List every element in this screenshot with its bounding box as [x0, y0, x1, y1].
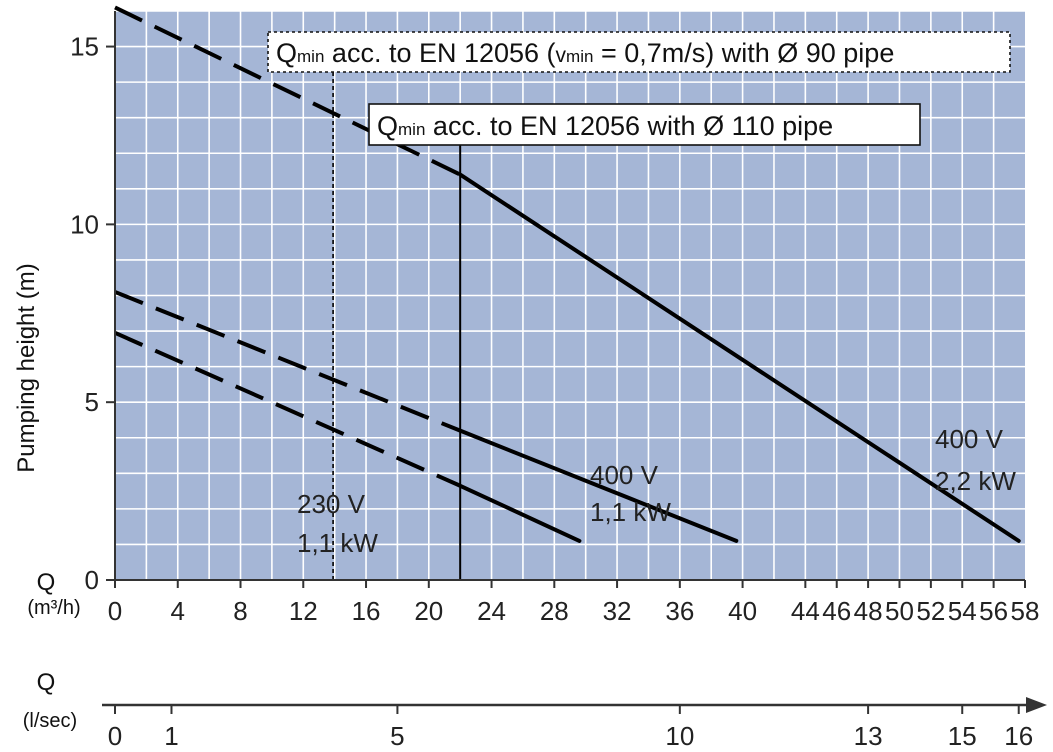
x-tick-label: 24 [477, 596, 506, 626]
series-2-label-voltage: 230 V [297, 489, 366, 519]
series-1-solid-line [458, 428, 739, 543]
qmin-90-annotation: Qmin acc. to EN 12056 (vmin = 0,7m/s) wi… [267, 31, 1011, 73]
qmin-90-annotation-text: Qmin acc. to EN 12056 (vmin = 0,7m/s) wi… [276, 38, 894, 68]
qmin-markers [332, 72, 462, 580]
x-tick-label: 12 [289, 596, 318, 626]
x-tick-label: 54 [948, 596, 977, 626]
qmin-110-annotation: Qmin acc. to EN 12056 with Ø 110 pipe [368, 103, 921, 146]
qmin-110-annotation-box [368, 103, 921, 146]
y-tick-label: 15 [70, 32, 99, 62]
x-tick-label: 20 [414, 596, 443, 626]
series-1-label-power: 1,1 kW [590, 497, 671, 527]
x-tick-label: 40 [728, 596, 757, 626]
series-0-label-voltage: 400 V [935, 424, 1004, 454]
series-0-dashed-line [114, 5, 462, 177]
x-tick-label: 56 [979, 596, 1008, 626]
x-tick-label: 52 [916, 596, 945, 626]
series-lines [114, 5, 1021, 543]
x-tick-label: 28 [540, 596, 569, 626]
x2-tick-label: 13 [854, 721, 883, 751]
series-2-solid-line [458, 483, 582, 543]
series-2-dashed-line [114, 331, 461, 488]
x2-tick-label: 15 [948, 721, 977, 751]
x2-tick-label: 0 [108, 721, 122, 751]
series-0-solid-line [458, 172, 1021, 543]
y-axis-title: Pumping height (m) [13, 263, 40, 472]
x-tick-label: 46 [822, 596, 851, 626]
x-tick-label: 58 [1011, 596, 1040, 626]
x2-tick-label: 16 [1004, 721, 1033, 751]
series-0-label-power: 2,2 kW [935, 466, 1016, 496]
x-tick-label: 32 [603, 596, 632, 626]
y-tick-label: 0 [85, 565, 99, 595]
x-tick-label: 36 [665, 596, 694, 626]
x-axis-unit: (m³/h) [27, 597, 80, 619]
labels: Qmin acc. to EN 12056 (vmin = 0,7m/s) wi… [267, 31, 1016, 558]
x2-axis-unit: (l/sec) [23, 710, 77, 732]
x-tick-label: 0 [108, 596, 122, 626]
x2-tick-label: 5 [390, 721, 404, 751]
x2-tick-label: 1 [164, 721, 178, 751]
series-1-label-voltage: 400 V [590, 460, 659, 490]
x-tick-label: 48 [854, 596, 883, 626]
x-tick-label: 50 [885, 596, 914, 626]
x2-tick-label: 10 [665, 721, 694, 751]
series-1-dashed-line [114, 290, 461, 433]
x-tick-label: 4 [171, 596, 185, 626]
x-tick-label: 16 [352, 596, 381, 626]
y-tick-label: 10 [70, 209, 99, 239]
y-tick-label: 5 [85, 387, 99, 417]
qmin-110-annotation-text: Qmin acc. to EN 12056 with Ø 110 pipe [377, 111, 833, 141]
x2-axis-arrow [1026, 697, 1047, 713]
series-2-label-power: 1,1 kW [297, 528, 378, 558]
x-tick-label: 44 [791, 596, 820, 626]
x-tick-label: 8 [233, 596, 247, 626]
x2-axis-title: Q [37, 669, 56, 696]
qmin-90-annotation-box [267, 31, 1011, 73]
q-axis-title: Q [37, 569, 56, 596]
